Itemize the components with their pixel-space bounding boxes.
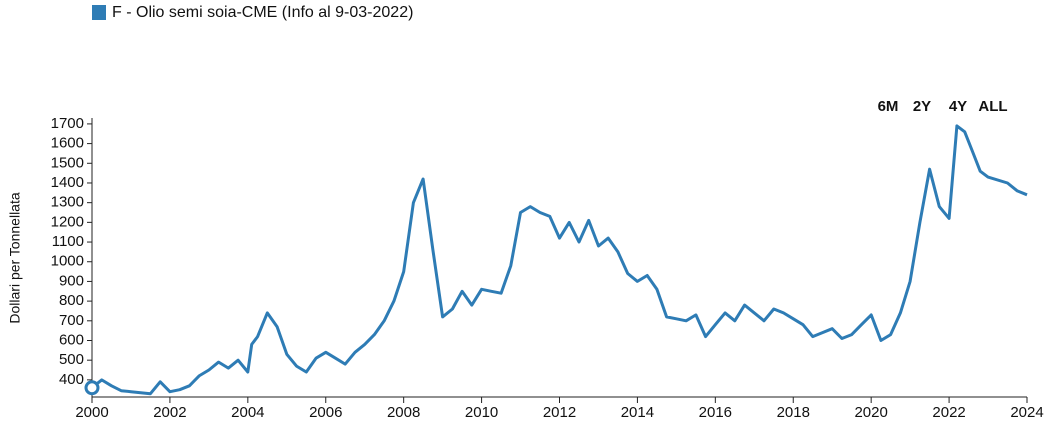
y-tick-label: 600 <box>59 331 84 348</box>
y-tick-label: 1300 <box>51 194 84 211</box>
y-tick-label: 900 <box>59 272 84 289</box>
legend-label: F - Olio semi soia-CME (Info al 9-03-202… <box>112 4 413 21</box>
y-axis-label: Dollari per Tonnellata <box>7 192 23 323</box>
x-tick-label: 2022 <box>932 404 965 421</box>
line-series <box>91 124 1028 396</box>
range-button[interactable]: ALL <box>978 98 1007 115</box>
y-tick-label: 1600 <box>51 135 84 152</box>
range-button[interactable]: 2Y <box>913 98 931 115</box>
range-button[interactable]: 4Y <box>949 98 967 115</box>
y-tick-label: 1700 <box>51 115 84 132</box>
x-tick-label: 2018 <box>777 404 810 421</box>
hover-marker <box>84 380 100 396</box>
y-tick-label: 1100 <box>52 233 84 250</box>
x-tick-label: 2000 <box>75 404 108 421</box>
y-tick-label: 400 <box>59 371 84 388</box>
x-tick-label: 2012 <box>543 404 576 421</box>
x-tick-label: 2024 <box>1010 404 1043 421</box>
y-tick-label: 700 <box>59 312 84 329</box>
y-tick-label: 1000 <box>51 253 84 270</box>
x-tick-label: 2020 <box>854 404 887 421</box>
x-tick-label: 2010 <box>465 404 498 421</box>
x-tick-label: 2008 <box>387 404 420 421</box>
y-tick-label: 500 <box>59 351 84 368</box>
legend-swatch <box>92 5 106 20</box>
x-tick-label: 2004 <box>231 404 264 421</box>
x-tick-label: 2014 <box>621 404 654 421</box>
y-tick-label: 1400 <box>51 174 84 191</box>
x-tick-label: 2016 <box>699 404 732 421</box>
y-tick-label: 1200 <box>51 213 84 230</box>
y-tick-label: 800 <box>59 292 84 309</box>
range-button[interactable]: 6M <box>878 98 899 115</box>
y-tick-label: 1500 <box>51 154 84 171</box>
x-tick-label: 2006 <box>309 404 342 421</box>
x-tick-label: 2002 <box>153 404 186 421</box>
